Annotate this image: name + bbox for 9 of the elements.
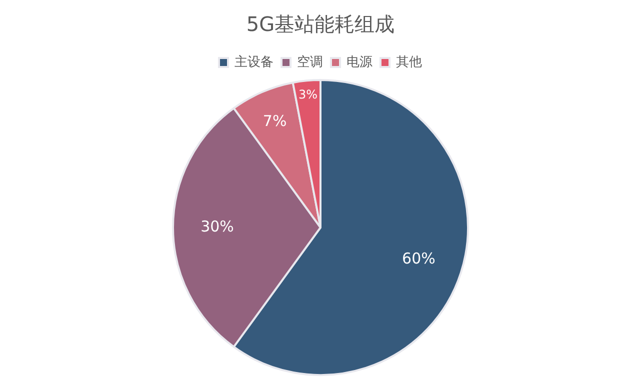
chart-title: 5G基站能耗组成 (246, 12, 395, 36)
data-label: 7% (262, 112, 287, 130)
data-label: 60% (402, 249, 436, 268)
legend-label: 其他 (396, 54, 422, 70)
data-label: 3% (298, 87, 318, 102)
legend-label: 空调 (297, 54, 323, 70)
legend-label: 电源 (346, 54, 372, 70)
data-label: 30% (200, 217, 234, 236)
legend-label: 主设备 (234, 54, 274, 70)
